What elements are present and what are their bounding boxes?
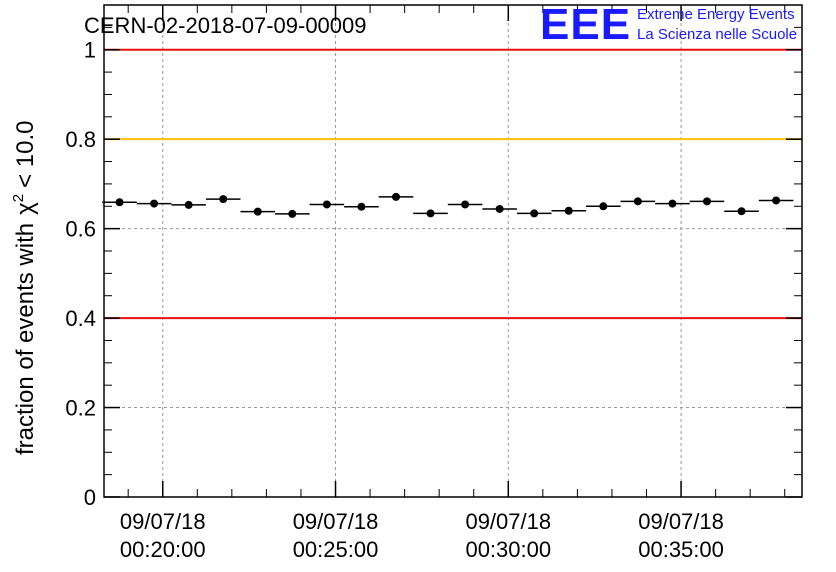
logo-line-1: Extreme Energy Events: [637, 6, 795, 23]
logo-letters: EEE: [540, 0, 631, 49]
y-axis-label: fraction of events with χ2 < 10.0: [10, 121, 39, 455]
x-tick-date-0: 09/07/18: [120, 509, 206, 534]
data-point-8: [391, 192, 400, 201]
data-point-2: [184, 200, 193, 209]
data-point-18: [737, 207, 746, 216]
data-point-14: [599, 202, 608, 211]
data-point-16: [668, 199, 677, 208]
logo-line-2: La Scienza nelle Scuole: [637, 26, 797, 43]
x-tick-date-3: 09/07/18: [638, 509, 724, 534]
y-axis-label-threshold: < 10.0: [12, 121, 39, 188]
data-point-13: [564, 206, 573, 215]
data-point-10: [461, 200, 470, 209]
y-tick-label-1: 0.2: [65, 396, 96, 421]
data-point-11: [495, 204, 504, 213]
x-tick-labels: 09/07/18 00:20:00 09/07/18 00:25:00 09/07/18…: [120, 509, 724, 562]
y-tick-label-4: 0.8: [65, 127, 96, 152]
data-point-12: [530, 209, 539, 218]
data-points: [102, 192, 794, 218]
x-tick-time-1: 00:25:00: [293, 537, 379, 562]
x-tick-time-2: 00:30:00: [465, 537, 551, 562]
y-axis-label-text: fraction of events with: [12, 223, 39, 455]
y-axis-label-superscript: 2: [10, 194, 27, 202]
data-point-17: [702, 197, 711, 206]
data-point-7: [357, 202, 366, 211]
data-point-3: [219, 195, 228, 204]
data-point-1: [150, 199, 159, 208]
data-point-6: [322, 200, 331, 209]
data-point-19: [772, 196, 781, 205]
data-point-5: [288, 209, 297, 218]
data-point-4: [253, 207, 262, 216]
x-tick-date-2: 09/07/18: [465, 509, 551, 534]
axis-ticks: [104, 4, 802, 498]
data-point-15: [633, 197, 642, 206]
reference-lines: [104, 48, 802, 320]
data-point-9: [426, 209, 435, 218]
data-point-0: [115, 198, 124, 207]
chart-title: CERN-02-2018-07-09-00009: [84, 13, 367, 38]
y-tick-labels: 0 0.2 0.4 0.6 0.8 1: [65, 38, 96, 510]
grid: [104, 5, 802, 497]
eee-logo: EEE Extreme Energy Events La Scienza nel…: [540, 0, 797, 49]
x-tick-date-1: 09/07/18: [293, 509, 379, 534]
y-tick-label-0: 0: [84, 485, 96, 510]
x-tick-time-0: 00:20:00: [120, 537, 206, 562]
plot-frame: [103, 4, 803, 498]
x-tick-time-3: 00:35:00: [638, 537, 724, 562]
y-tick-label-3: 0.6: [65, 217, 96, 242]
y-tick-label-2: 0.4: [65, 306, 96, 331]
y-tick-label-5: 1: [84, 38, 96, 63]
y-axis-label-chi: χ: [12, 202, 39, 215]
